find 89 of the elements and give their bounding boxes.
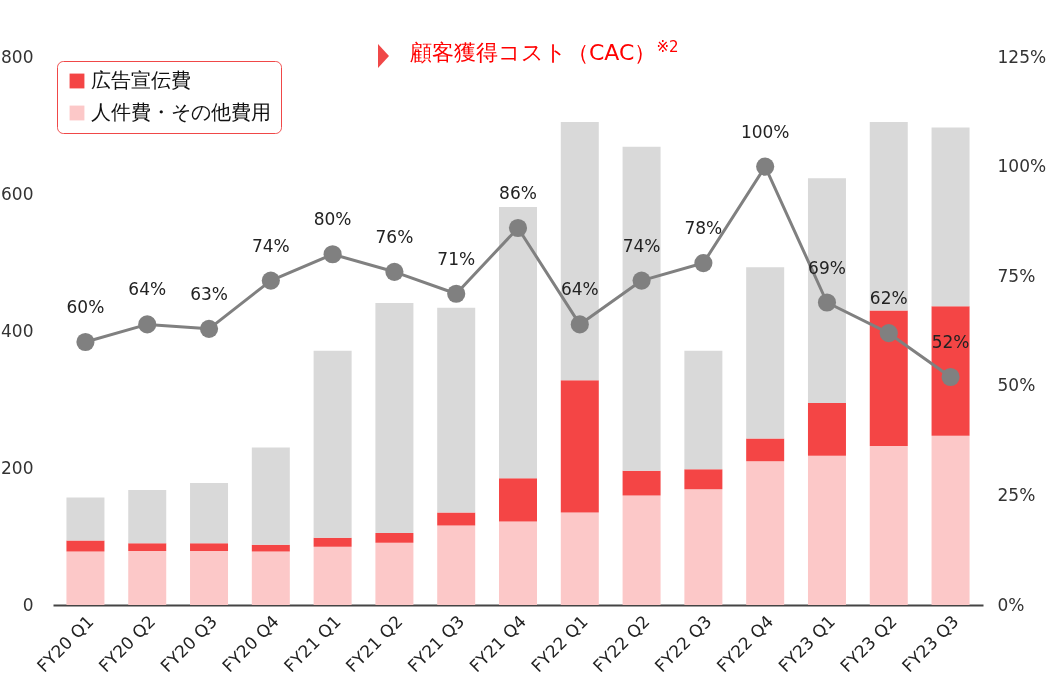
bar bbox=[807, 402, 846, 456]
point bbox=[199, 319, 219, 338]
bar bbox=[684, 469, 723, 490]
bar bbox=[251, 544, 290, 552]
data-label: 74% bbox=[251, 235, 290, 256]
y-tick-label: 400 bbox=[1, 320, 34, 341]
bar bbox=[499, 478, 537, 522]
point bbox=[570, 315, 589, 334]
bar bbox=[869, 446, 908, 605]
bar bbox=[869, 122, 908, 311]
y-tick-label: 0 bbox=[22, 594, 34, 615]
data-label: 63% bbox=[190, 283, 228, 304]
bar bbox=[251, 447, 290, 545]
y2-tick-label: 25% bbox=[997, 484, 1036, 505]
point bbox=[694, 253, 713, 273]
bar bbox=[560, 122, 599, 381]
data-label: 80% bbox=[313, 209, 352, 230]
bar bbox=[499, 207, 537, 479]
bar bbox=[375, 533, 414, 543]
point bbox=[323, 245, 342, 264]
bar bbox=[499, 521, 537, 605]
bar bbox=[684, 489, 723, 605]
bar bbox=[128, 489, 167, 544]
bar bbox=[746, 461, 785, 605]
point bbox=[508, 218, 528, 238]
bar bbox=[807, 178, 846, 403]
y2-tick-label: 100% bbox=[997, 156, 1047, 177]
bar bbox=[128, 543, 167, 551]
data-label: 62% bbox=[869, 288, 908, 309]
point bbox=[385, 262, 404, 281]
bar bbox=[437, 525, 476, 605]
bar bbox=[66, 551, 105, 605]
data-label: 71% bbox=[437, 248, 476, 269]
y-tick-label: 800 bbox=[1, 46, 34, 67]
bar bbox=[66, 497, 105, 541]
point bbox=[756, 157, 775, 176]
data-label: 78% bbox=[684, 218, 723, 239]
bar bbox=[313, 537, 352, 547]
bar bbox=[313, 546, 352, 605]
point bbox=[261, 271, 280, 290]
bar bbox=[190, 550, 229, 605]
y2-tick-label: 125% bbox=[997, 46, 1047, 67]
bar bbox=[437, 307, 476, 513]
bar bbox=[190, 543, 229, 551]
data-label: 64% bbox=[128, 279, 167, 300]
y2-tick-label: 50% bbox=[997, 375, 1036, 396]
bar bbox=[931, 435, 970, 605]
data-label: 100% bbox=[740, 121, 790, 142]
point bbox=[817, 293, 837, 312]
point bbox=[879, 324, 898, 343]
bar bbox=[746, 438, 785, 462]
bar bbox=[313, 350, 352, 538]
y-tick-label: 600 bbox=[1, 183, 34, 204]
bar bbox=[560, 380, 599, 513]
bar bbox=[807, 455, 846, 605]
bar bbox=[931, 127, 970, 307]
point bbox=[632, 271, 651, 290]
bar bbox=[684, 350, 723, 470]
data-label: 86% bbox=[499, 182, 537, 203]
bar bbox=[622, 495, 661, 605]
data-label: 69% bbox=[808, 257, 846, 278]
bar bbox=[869, 310, 908, 447]
bar bbox=[128, 550, 167, 605]
point bbox=[76, 332, 95, 352]
bar bbox=[746, 267, 785, 439]
point bbox=[138, 315, 157, 334]
y-tick-label: 200 bbox=[1, 457, 34, 478]
bar bbox=[375, 542, 414, 605]
data-label: 74% bbox=[622, 235, 661, 256]
legend-label: 人件費・その他費用 bbox=[91, 100, 271, 124]
data-label: 52% bbox=[931, 332, 970, 353]
bar bbox=[375, 302, 414, 534]
y2-tick-label: 0% bbox=[997, 594, 1025, 615]
point bbox=[941, 367, 960, 387]
bar bbox=[560, 512, 599, 605]
bar bbox=[251, 551, 290, 605]
data-label: 60% bbox=[66, 296, 105, 317]
bar bbox=[190, 483, 229, 544]
bar bbox=[622, 146, 661, 471]
point bbox=[447, 284, 466, 303]
bar bbox=[931, 306, 970, 436]
bar bbox=[622, 470, 661, 496]
annotation: 顧客獲得コスト（CAC）$^{※2}$ bbox=[410, 38, 679, 68]
data-label: 76% bbox=[375, 226, 414, 247]
data-label: 64% bbox=[560, 279, 599, 300]
bar bbox=[66, 540, 105, 552]
bar bbox=[437, 512, 476, 526]
y2-tick-label: 75% bbox=[997, 265, 1036, 286]
legend-label: 広告宣伝費 bbox=[91, 68, 191, 92]
